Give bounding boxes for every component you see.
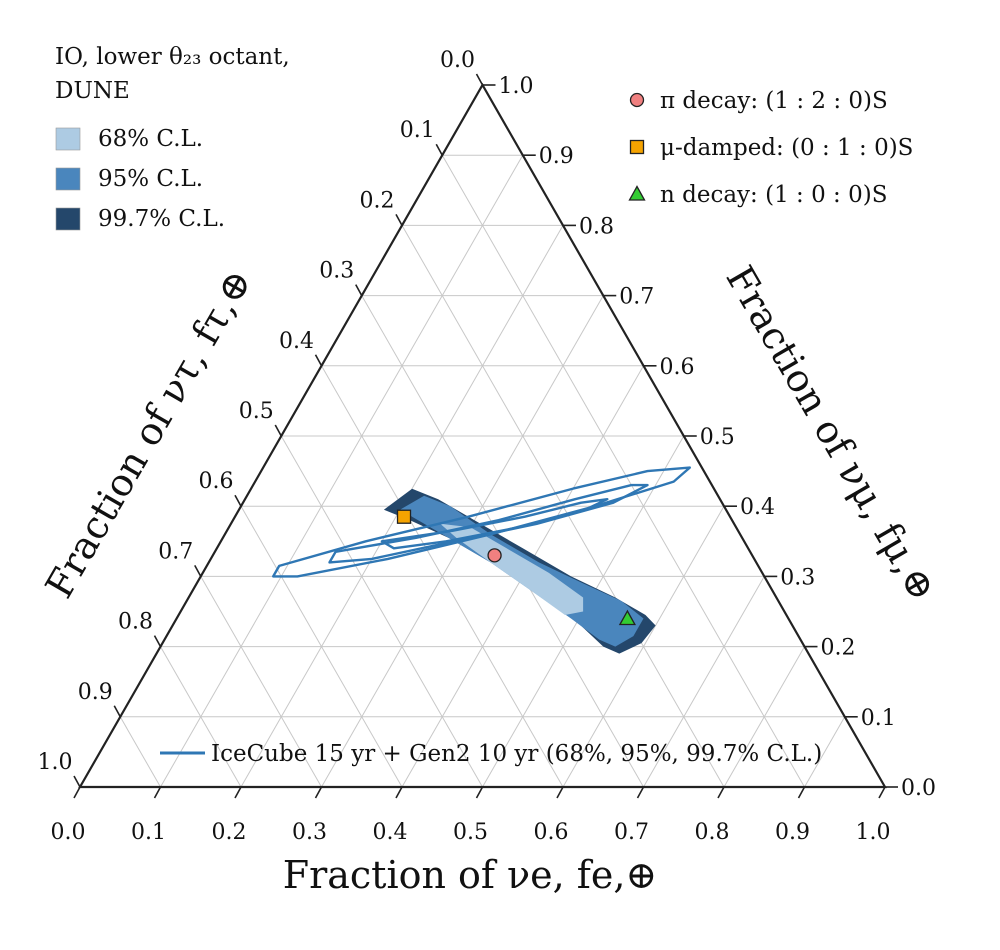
grid-line-tau [280,435,483,788]
legend-marker-circle [629,92,645,108]
icecube-contour-99-7 [272,466,691,578]
x-axis-title: Fraction of νe, fe,⊕ [283,853,658,897]
source-point-legend: π decay: (1 : 2 : 0)S μ-damped: (0 : 1 : … [628,88,913,208]
icecube-contours [272,466,691,578]
info-line-1: IO, lower θ₂₃ octant, [55,44,290,70]
tick-label-tau: 0.3 [319,259,354,284]
legend-point-label: μ-damped: (0 : 1 : 0)S [660,135,913,161]
tick-tau [435,143,443,156]
tick-label-e: 1.0 [856,820,891,845]
tick-label-e: 0.8 [695,820,730,845]
tick-label-mu: 0.2 [821,636,856,661]
tick-tau [234,494,242,507]
legend-marker-triangle [628,185,646,201]
fill-legend: 68% C.L. 95% C.L. 99.7% C.L. [55,126,225,232]
tick-label-tau: 0.0 [440,48,475,73]
grid-line-e [562,505,725,788]
grid-line-tau [441,154,805,788]
axis-ticks: 0.0 0.0 0.0 0.1 0.1 0.1 0.2 0.2 0.2 0.3 0.3 0.3 0.4 0… [38,48,937,845]
grid-line-e [160,154,524,788]
info-box: IO, lower θ₂₃ octant, DUNE [55,44,290,104]
tick-e [556,786,564,799]
grid-line-e [804,716,846,788]
tick-e [73,786,81,799]
legend-swatch-68 [55,127,81,151]
tick-e [717,786,725,799]
legend-swatch-99-7 [55,207,81,231]
tick-e [878,786,886,799]
icecube-contour-95 [328,483,649,564]
tick-label-e: 0.6 [534,820,569,845]
grid-line-tau [160,646,242,788]
tick-label-tau: 0.7 [158,539,193,564]
tick-label-e: 0.7 [614,820,649,845]
grid-line-tau [119,716,161,788]
tick-label-e: 0.9 [775,820,810,845]
tick-label-tau: 0.8 [118,610,153,635]
grid-line-tau [240,505,403,788]
tick-label-mu: 1.0 [499,74,534,99]
legend-marker-square [629,139,645,155]
tick-label-mu: 0.8 [579,214,614,239]
tick-label-mu: 0.5 [700,425,735,450]
tick-label-e: 0.4 [373,820,408,845]
grid-line-e [643,576,765,788]
tick-e [475,786,484,799]
tick-tau [355,284,363,296]
tick-label-mu: 0.7 [619,285,654,310]
source-point-circle [487,548,502,563]
tick-label-tau: 0.5 [239,399,274,424]
tick-tau [314,354,323,367]
line-legend-label: IceCube 15 yr + Gen2 10 yr (68%, 95%, 99… [211,741,822,767]
tick-tau [475,73,484,86]
grid-line-tau [200,576,322,788]
tick-tau [395,214,403,226]
tick-label-tau: 0.4 [279,329,314,354]
tick-e [395,786,403,799]
tick-e [234,786,242,799]
tick-label-e: 0.0 [51,820,86,845]
tick-e [153,786,162,799]
tau-axis-title: Fraction of ντ, fτ,⊕ [37,262,261,606]
tick-e [797,786,806,799]
tick-label-tau: 1.0 [38,750,73,775]
tick-tau [73,775,81,788]
tick-tau [194,565,202,577]
legend-label-95: 95% C.L. [98,166,203,192]
tick-label-mu: 0.4 [740,495,775,520]
tick-tau [113,705,121,718]
tick-label-tau: 0.1 [400,118,435,143]
icecube-contour-68 [380,498,609,550]
tick-tau [153,635,162,647]
tick-label-e: 0.3 [292,820,327,845]
tick-label-mu: 0.3 [780,565,815,590]
dune-region-68 [440,523,584,615]
tick-label-mu: 0.6 [660,355,695,380]
source-point-triangle [618,609,637,626]
legend-swatch-95 [55,167,81,191]
tick-e [636,786,645,799]
legend-label-99-7: 99.7% C.L. [98,206,225,232]
legend-point-label: π decay: (1 : 2 : 0)S [660,88,888,114]
tick-label-tau: 0.6 [199,469,234,494]
tick-label-mu: 0.9 [539,144,574,169]
legend-label-68: 68% C.L. [98,126,203,152]
info-line-2: DUNE [55,78,130,104]
tick-label-tau: 0.2 [360,188,395,213]
legend-point-label: n decay: (1 : 0 : 0)S [660,182,887,208]
tick-label-tau: 0.9 [78,680,113,705]
tick-tau [274,424,282,437]
source-points [396,509,637,626]
source-point-square [396,509,412,524]
tick-label-e: 0.1 [131,820,166,845]
tick-label-mu: 0.0 [901,776,936,801]
line-legend: IceCube 15 yr + Gen2 10 yr (68%, 95%, 99… [160,741,822,767]
grid-line-e [723,646,805,788]
tick-label-mu: 0.1 [861,706,896,731]
tick-label-e: 0.5 [453,820,488,845]
tick-label-e: 0.2 [212,820,247,845]
tick-e [314,786,323,799]
